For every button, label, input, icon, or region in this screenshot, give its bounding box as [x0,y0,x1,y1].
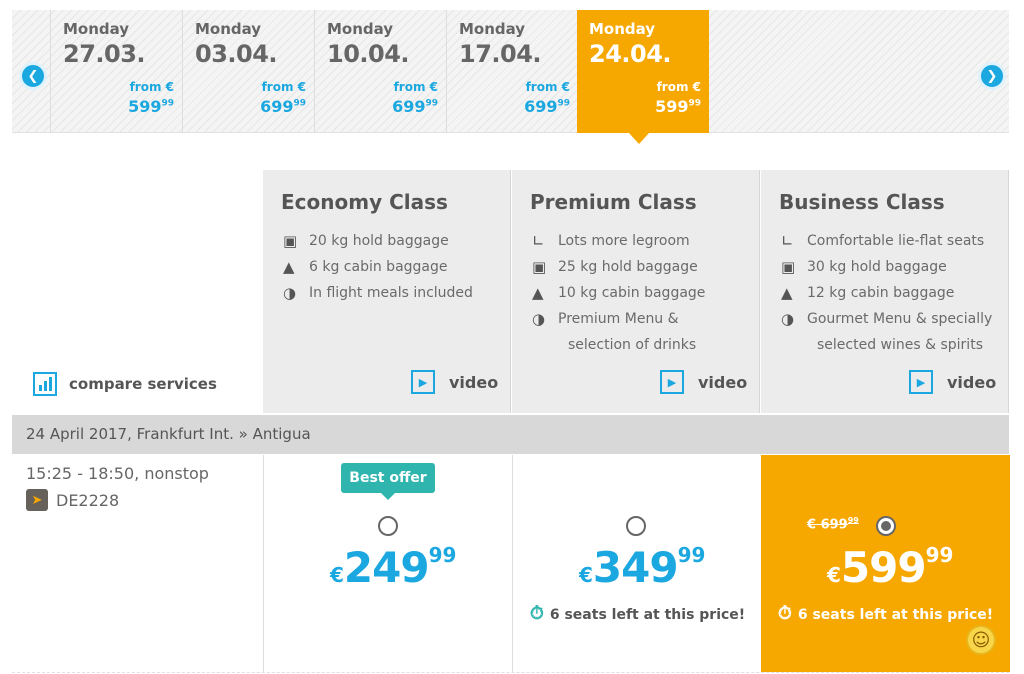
economy-fare-radio[interactable] [378,516,398,536]
feature-item: ∟ Comfortable lie-flat seats [781,228,984,254]
bar-chart-icon [33,372,57,396]
seat-icon: ∟ [532,232,545,250]
feature-item: ▣ 20 kg hold baggage [283,228,449,254]
date-tile-from: from € [393,80,438,94]
date-tile-day: Monday [589,20,656,38]
feature-item: ▲ 10 kg cabin baggage [532,280,705,306]
old-price: € 69999 [807,516,859,533]
video-button[interactable]: ▶ video [660,370,747,394]
feature-item: ◑ Premium Menu & selection of drinks [532,306,696,353]
class-title: Economy Class [281,190,448,214]
date-tile-date: 24.04. [589,40,672,68]
premium-fare-radio[interactable] [626,516,646,536]
seats-left-notice: ⏱ 6 seats left at this price! [529,603,746,624]
date-tile-1[interactable]: Monday 27.03. from € 59999 [50,10,182,133]
best-offer-badge: Best offer [341,463,435,500]
business-fare-radio[interactable] [876,516,896,536]
flight-code-row: ➤ DE2228 [26,489,209,511]
play-icon: ▶ [411,370,435,394]
bag-icon: ▲ [283,258,295,276]
divider [12,672,1009,673]
feature-item: ◑ In flight meals included [283,280,473,306]
fare-price: €24999 [330,543,457,592]
video-button[interactable]: ▶ video [411,370,498,394]
seat-icon: ∟ [781,232,794,250]
business-class-column: Business Class ∟ Comfortable lie-flat sea… [761,170,1009,413]
date-tile-price: 59999 [655,97,701,116]
flight-time: 15:25 - 18:50, nonstop [26,464,209,483]
date-tile-price: 59999 [128,97,174,116]
chevron-left-icon[interactable]: ❮ [19,62,47,90]
date-tile-date: 03.04. [195,40,278,68]
play-icon: ▶ [909,370,933,394]
suitcase-icon: ▣ [532,258,547,276]
date-tile-4[interactable]: Monday 17.04. from € 69999 [446,10,578,133]
date-tile-from: from € [656,80,701,94]
class-title: Business Class [779,190,945,214]
feature-item: ▣ 25 kg hold baggage [532,254,698,280]
video-button[interactable]: ▶ video [909,370,996,394]
feature-item: ◑ Gourmet Menu & specially selected wines … [781,306,992,353]
date-tile-day: Monday [195,20,262,38]
date-tile-date: 10.04. [327,40,410,68]
compare-services-link[interactable]: compare services [33,372,217,396]
compare-services-label: compare services [69,375,217,393]
feature-item: ∟ Lots more legroom [532,228,690,254]
stopwatch-icon: ⏱ [777,603,792,624]
play-icon: ▶ [660,370,684,394]
flight-number: DE2228 [56,490,120,510]
date-tile-date: 27.03. [63,40,146,68]
date-tile-date: 17.04. [459,40,542,68]
date-tile-2[interactable]: Monday 03.04. from € 69999 [182,10,314,133]
date-strip [12,10,1009,133]
smiley-icon[interactable]: ☺ [966,625,996,655]
bag-icon: ▲ [532,284,544,302]
business-fare-cell-selected[interactable]: € 69999 €59999 ⏱ 6 seats left at this pri… [761,455,1010,672]
date-tile-price: 69999 [524,97,570,116]
class-title: Premium Class [530,190,697,214]
date-tile-3[interactable]: Monday 10.04. from € 69999 [314,10,446,133]
fare-price: €34999 [579,543,706,592]
airline-logo-icon: ➤ [26,489,48,511]
date-tile-5-active[interactable]: Monday 24.04. from € 59999 [577,10,709,133]
stopwatch-icon: ⏱ [529,603,544,624]
meal-icon: ◑ [781,310,795,328]
feature-item: ▲ 6 kg cabin baggage [283,254,448,280]
route-header: 24 April 2017, Frankfurt Int. » Antigua [12,415,1009,454]
active-date-pointer [629,133,649,144]
premium-class-column: Premium Class ∟ Lots more legroom ▣ 25 kg … [512,170,760,413]
date-tile-price: 69999 [392,97,438,116]
meal-icon: ◑ [283,284,297,302]
date-tile-day: Monday [63,20,130,38]
fare-price: €59999 [827,543,954,592]
date-tile-day: Monday [327,20,394,38]
date-tile-from: from € [525,80,570,94]
chevron-right-icon[interactable]: ❯ [978,62,1006,90]
suitcase-icon: ▣ [781,258,796,276]
feature-item: ▲ 12 kg cabin baggage [781,280,954,306]
date-tile-from: from € [129,80,174,94]
suitcase-icon: ▣ [283,232,298,250]
date-tile-day: Monday [459,20,526,38]
economy-fare-cell[interactable]: Best offer €24999 [263,455,512,672]
bag-icon: ▲ [781,284,793,302]
premium-fare-cell[interactable]: €34999 ⏱ 6 seats left at this price! [512,455,761,672]
flight-info: 15:25 - 18:50, nonstop ➤ DE2228 [26,464,209,511]
date-tile-from: from € [261,80,306,94]
feature-item: ▣ 30 kg hold baggage [781,254,947,280]
economy-class-column: Economy Class ▣ 20 kg hold baggage ▲ 6 kg … [263,170,511,413]
seats-left-notice: ⏱ 6 seats left at this price! [777,603,994,624]
meal-icon: ◑ [532,310,546,328]
date-tile-price: 69999 [260,97,306,116]
